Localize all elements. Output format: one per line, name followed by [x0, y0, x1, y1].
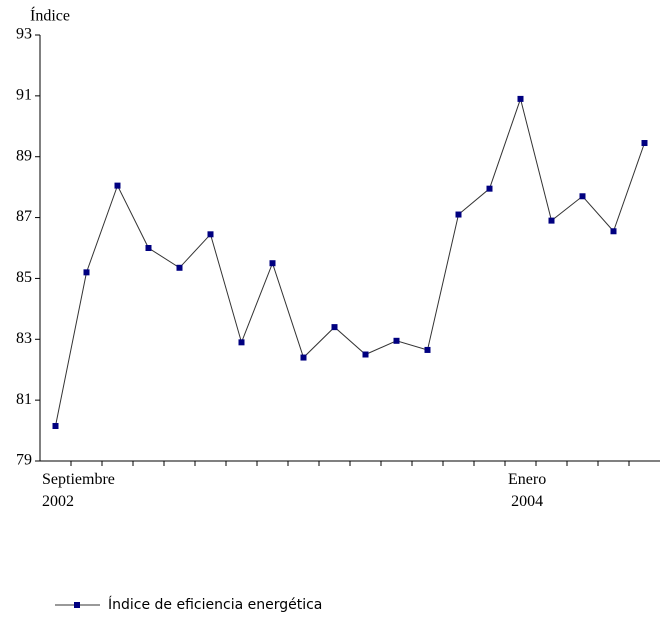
point — [362, 351, 369, 358]
y-tick-label: 91 — [16, 87, 32, 104]
point — [486, 185, 493, 192]
point — [114, 182, 121, 189]
point — [176, 264, 183, 271]
y-tick-label: 83 — [16, 330, 32, 347]
point — [455, 211, 462, 218]
y-tick-label: 93 — [16, 26, 32, 43]
point — [331, 324, 338, 331]
point — [269, 260, 276, 267]
y-tick-label: 87 — [16, 208, 32, 225]
y-tick-label: 89 — [16, 147, 32, 164]
y-axis-label: Índice — [30, 6, 70, 25]
legend-label: Índice de eficiencia energética — [108, 596, 322, 613]
point — [238, 339, 245, 346]
point — [300, 354, 307, 361]
point — [393, 337, 400, 344]
x-tick-label: Septiembre 2002 — [42, 471, 115, 510]
point — [83, 269, 90, 276]
y-tick-label: 79 — [16, 452, 32, 469]
y-tick-label: 81 — [16, 391, 32, 408]
point — [548, 217, 555, 224]
point — [52, 423, 59, 430]
point — [517, 95, 524, 102]
point — [579, 193, 586, 200]
series-line — [55, 97, 645, 427]
y-tick-label: 85 — [16, 269, 32, 286]
point — [641, 140, 648, 147]
point — [610, 228, 617, 235]
legend-marker — [74, 602, 80, 608]
x-tick-label: Enero 2004 — [508, 471, 547, 510]
point — [424, 346, 431, 353]
point — [145, 245, 152, 251]
point — [207, 231, 214, 238]
